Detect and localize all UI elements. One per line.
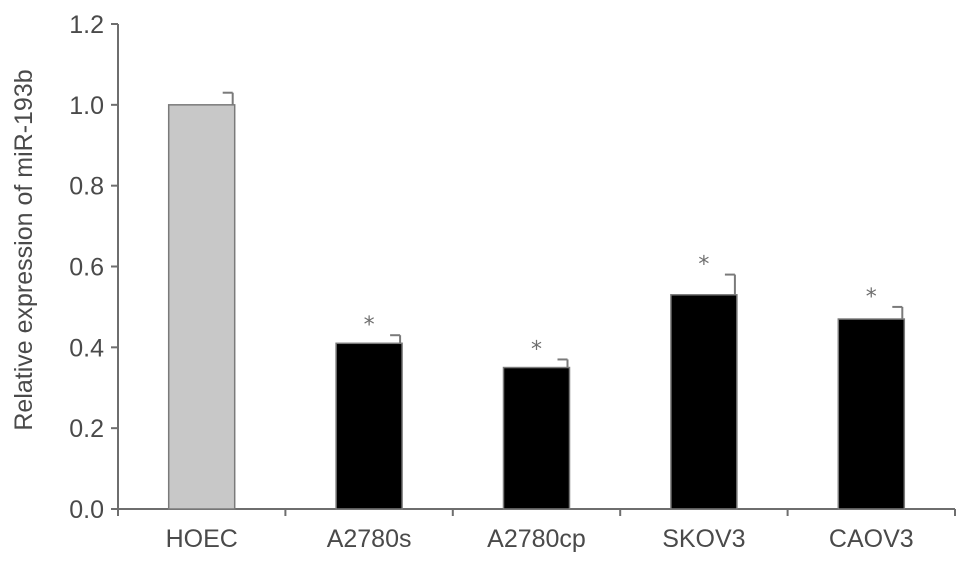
y-tick-label: 0.2 xyxy=(69,415,104,443)
x-category-label: HOEC xyxy=(166,525,238,553)
significance-marker: * xyxy=(698,253,709,278)
bar-hoec xyxy=(167,104,236,510)
y-tick-label: 0.0 xyxy=(69,496,104,524)
y-tick-label: 1.2 xyxy=(69,11,104,39)
x-category-label: SKOV3 xyxy=(662,525,745,553)
bar-a2780s xyxy=(335,342,403,510)
y-tick-label: 1.0 xyxy=(69,92,104,120)
significance-marker: * xyxy=(866,285,877,310)
y-tick-label: 0.4 xyxy=(69,334,104,362)
bar-a2780cp xyxy=(502,366,571,510)
y-tick-label: 0.8 xyxy=(69,173,104,201)
y-axis-title: Relative expression of miR-193b xyxy=(10,69,38,430)
x-category-label: CAOV3 xyxy=(829,525,914,553)
x-category-label: A2780cp xyxy=(487,525,586,553)
x-category-label: A2780s xyxy=(327,525,412,553)
significance-marker: * xyxy=(531,337,542,362)
y-tick-label: 0.6 xyxy=(69,254,104,282)
significance-marker: * xyxy=(364,313,375,338)
bar-skov3 xyxy=(670,294,738,510)
bar-caov3 xyxy=(837,318,906,510)
